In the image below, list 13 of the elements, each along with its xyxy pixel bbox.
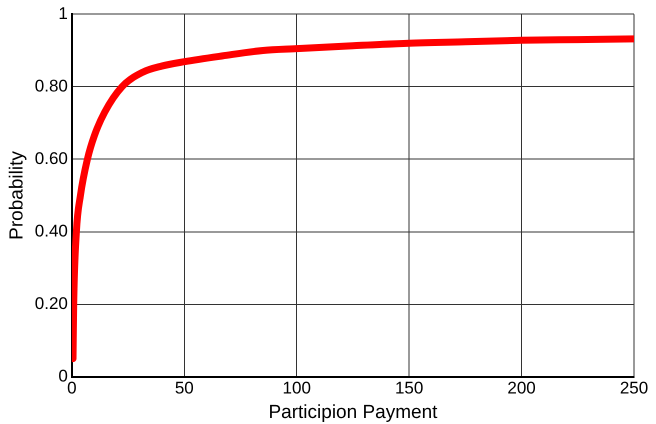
y-tick-label: 0.60 bbox=[34, 148, 68, 168]
x-tick-label: 100 bbox=[282, 378, 311, 398]
y-tick-label: 0.40 bbox=[34, 221, 68, 240]
y-tick-label: 0 bbox=[58, 366, 68, 386]
y-tick-label: 0.20 bbox=[34, 294, 68, 313]
y-axis-title: Probability bbox=[6, 150, 28, 240]
y-tick-label: 0.80 bbox=[34, 76, 68, 96]
x-axis-title: Participion Payment bbox=[268, 402, 438, 423]
x-tick-label: 250 bbox=[620, 378, 648, 398]
x-tick-label: 150 bbox=[394, 378, 424, 398]
x-tick-label: 50 bbox=[174, 378, 194, 398]
x-tick-label: 200 bbox=[507, 378, 536, 398]
y-tick-label: 1 bbox=[58, 4, 68, 23]
